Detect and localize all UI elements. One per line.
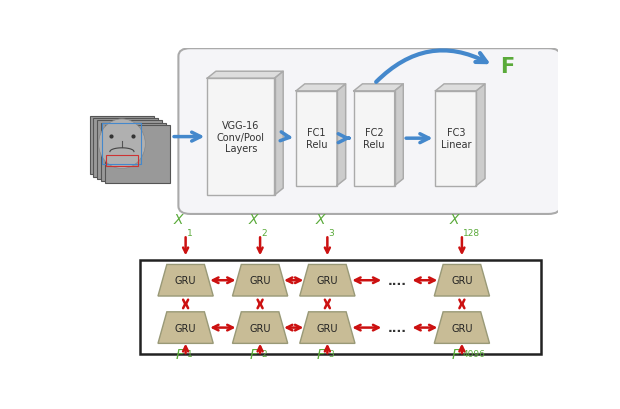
Text: FC2
Relu: FC2 Relu: [363, 128, 385, 150]
Bar: [354, 92, 394, 186]
Text: GRU: GRU: [317, 323, 338, 333]
Text: 1: 1: [187, 350, 192, 359]
Text: X: X: [316, 212, 325, 227]
Text: GRU: GRU: [175, 276, 197, 285]
Text: VGG-16
Conv/Pool
Layers: VGG-16 Conv/Pool Layers: [217, 121, 265, 154]
Polygon shape: [158, 265, 213, 296]
Polygon shape: [354, 85, 403, 92]
Polygon shape: [299, 265, 355, 296]
Text: 4096: 4096: [463, 350, 485, 359]
Polygon shape: [476, 85, 485, 186]
Bar: [101, 124, 166, 182]
Bar: [105, 126, 170, 184]
Bar: [140, 260, 541, 355]
Text: FC3
Linear: FC3 Linear: [441, 128, 471, 150]
Text: X: X: [450, 212, 459, 227]
Text: X: X: [174, 212, 184, 227]
Bar: [207, 79, 275, 196]
Text: GRU: GRU: [175, 323, 197, 333]
Text: 2: 2: [261, 350, 267, 359]
Polygon shape: [337, 85, 345, 186]
Text: 3: 3: [329, 350, 334, 359]
Text: FC1
Relu: FC1 Relu: [306, 128, 327, 150]
Polygon shape: [275, 72, 283, 196]
Bar: [89, 117, 154, 175]
Text: 2: 2: [261, 229, 267, 238]
Polygon shape: [158, 312, 213, 344]
Text: 128: 128: [463, 229, 480, 238]
Polygon shape: [232, 265, 288, 296]
FancyBboxPatch shape: [179, 49, 560, 214]
Polygon shape: [232, 312, 288, 344]
Bar: [106, 156, 138, 166]
Text: F: F: [317, 347, 325, 361]
Polygon shape: [207, 72, 283, 79]
Polygon shape: [299, 312, 355, 344]
Bar: [435, 92, 476, 186]
Text: GRU: GRU: [249, 323, 271, 333]
Text: ....: ....: [388, 274, 407, 287]
Text: GRU: GRU: [451, 323, 472, 333]
Polygon shape: [435, 85, 485, 92]
Polygon shape: [296, 85, 345, 92]
Bar: [97, 121, 162, 180]
Text: ....: ....: [388, 321, 407, 334]
Polygon shape: [394, 85, 403, 186]
Text: X: X: [248, 212, 258, 227]
Text: F: F: [500, 56, 515, 76]
Bar: [102, 124, 141, 165]
Text: F: F: [451, 347, 459, 361]
Bar: [94, 119, 158, 177]
Text: F: F: [175, 347, 184, 361]
Ellipse shape: [99, 119, 145, 169]
Bar: [296, 92, 337, 186]
Polygon shape: [434, 265, 490, 296]
Text: F: F: [250, 347, 258, 361]
Polygon shape: [434, 312, 490, 344]
Text: GRU: GRU: [451, 276, 472, 285]
Text: GRU: GRU: [317, 276, 338, 285]
Text: GRU: GRU: [249, 276, 271, 285]
Text: 3: 3: [329, 229, 334, 238]
Text: 1: 1: [187, 229, 192, 238]
